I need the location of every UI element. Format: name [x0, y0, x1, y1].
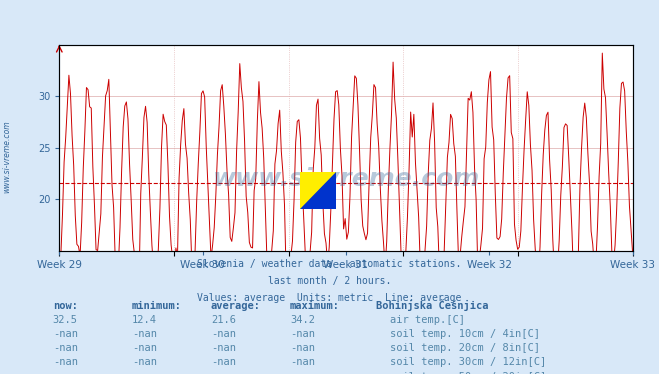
Text: -nan: -nan: [290, 358, 315, 367]
Polygon shape: [300, 172, 336, 209]
Text: -nan: -nan: [211, 343, 236, 353]
Text: -nan: -nan: [53, 343, 78, 353]
Text: Values: average  Units: metric  Line: average: Values: average Units: metric Line: aver…: [197, 293, 462, 303]
Text: -nan: -nan: [211, 329, 236, 339]
Polygon shape: [300, 172, 336, 209]
Text: -nan: -nan: [290, 372, 315, 374]
Text: average:: average:: [211, 301, 261, 310]
Text: Bohinjska Češnjica: Bohinjska Češnjica: [376, 298, 488, 310]
Text: www.si-vreme.com: www.si-vreme.com: [2, 121, 11, 193]
Text: 12.4: 12.4: [132, 315, 157, 325]
Text: -nan: -nan: [53, 329, 78, 339]
Text: 34.2: 34.2: [290, 315, 315, 325]
Text: -nan: -nan: [53, 372, 78, 374]
Text: -nan: -nan: [132, 372, 157, 374]
Text: -nan: -nan: [132, 358, 157, 367]
Text: -nan: -nan: [290, 343, 315, 353]
Text: maximum:: maximum:: [290, 301, 340, 310]
Text: now:: now:: [53, 301, 78, 310]
Text: www.si-vreme.com: www.si-vreme.com: [212, 166, 480, 191]
Text: -nan: -nan: [132, 329, 157, 339]
Text: -nan: -nan: [132, 343, 157, 353]
Text: soil temp. 20cm / 8in[C]: soil temp. 20cm / 8in[C]: [390, 343, 540, 353]
Text: last month / 2 hours.: last month / 2 hours.: [268, 276, 391, 286]
Text: -nan: -nan: [290, 329, 315, 339]
Text: air temp.[C]: air temp.[C]: [390, 315, 465, 325]
Text: -nan: -nan: [211, 358, 236, 367]
Text: minimum:: minimum:: [132, 301, 182, 310]
Text: soil temp. 50cm / 20in[C]: soil temp. 50cm / 20in[C]: [390, 372, 546, 374]
Text: Slovenia / weather data - automatic stations.: Slovenia / weather data - automatic stat…: [197, 260, 462, 269]
Text: soil temp. 30cm / 12in[C]: soil temp. 30cm / 12in[C]: [390, 358, 546, 367]
Text: 32.5: 32.5: [53, 315, 78, 325]
Text: -nan: -nan: [53, 358, 78, 367]
Text: soil temp. 10cm / 4in[C]: soil temp. 10cm / 4in[C]: [390, 329, 540, 339]
Text: 21.6: 21.6: [211, 315, 236, 325]
Text: -nan: -nan: [211, 372, 236, 374]
